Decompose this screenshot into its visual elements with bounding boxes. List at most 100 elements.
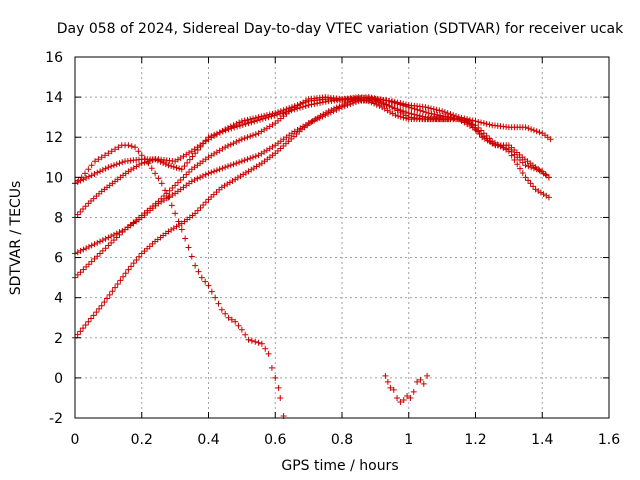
data-point: [436, 107, 443, 114]
x-tick-label: 1: [404, 432, 413, 448]
data-point: [214, 130, 221, 137]
data-point: [248, 337, 255, 344]
data-point: [174, 179, 181, 186]
data-point: [411, 105, 418, 112]
data-point: [88, 162, 95, 169]
data-point: [74, 331, 81, 338]
x-tick-label: 0.8: [331, 432, 353, 448]
data-point: [92, 158, 99, 165]
data-point: [188, 178, 195, 185]
data-point: [408, 104, 415, 111]
data-point: [199, 172, 206, 179]
data-point: [508, 148, 515, 155]
data-point: [245, 336, 252, 343]
data-point: [168, 202, 175, 209]
data-point: [258, 340, 265, 347]
data-point: [88, 242, 95, 249]
data-point: [135, 148, 142, 155]
data-point: [91, 255, 98, 262]
data-point: [200, 140, 207, 147]
data-point: [225, 314, 232, 321]
data-point: [265, 114, 272, 121]
data-point: [236, 122, 243, 129]
data-point: [233, 138, 240, 145]
data-point: [115, 144, 122, 151]
data-point: [222, 164, 229, 171]
data-point: [539, 168, 546, 175]
data-point: [101, 299, 108, 306]
data-point: [108, 148, 115, 155]
data-point: [417, 376, 424, 383]
data-point: [99, 247, 106, 254]
data-point: [113, 234, 120, 241]
data-point: [545, 194, 552, 201]
data-point: [80, 325, 87, 332]
data-point: [434, 111, 441, 118]
data-point: [110, 162, 117, 169]
data-point: [271, 112, 278, 119]
data-point: [128, 263, 135, 270]
data-point: [242, 121, 249, 128]
data-point: [188, 253, 195, 260]
data-point: [219, 165, 226, 172]
data-point: [185, 244, 192, 251]
data-point: [202, 171, 209, 178]
data-point: [387, 384, 394, 391]
data-point: [522, 174, 529, 181]
data-point: [231, 124, 238, 131]
data-point: [181, 163, 188, 170]
data-point: [394, 106, 401, 113]
data-point: [77, 269, 84, 276]
data-point: [98, 302, 105, 309]
data-point: [105, 234, 112, 241]
data-point: [192, 150, 199, 157]
data-point: [202, 278, 209, 285]
data-point: [505, 146, 512, 153]
data-point: [125, 266, 132, 273]
data-point: [158, 180, 165, 187]
data-point: [373, 101, 380, 108]
data-point: [216, 129, 223, 136]
data-point: [478, 119, 485, 126]
data-point: [238, 136, 245, 143]
data-point: [256, 116, 263, 123]
data-point: [248, 119, 255, 126]
x-tick-label: 0.6: [264, 432, 286, 448]
data-point: [197, 143, 204, 150]
data-point: [241, 117, 248, 124]
data-point: [172, 210, 179, 217]
data-point: [82, 321, 89, 328]
data-point: [227, 162, 234, 169]
data-point: [317, 99, 324, 106]
data-point: [114, 281, 121, 288]
data-point: [252, 153, 259, 160]
data-point: [394, 100, 401, 107]
data-point: [90, 312, 97, 319]
y-tick-label: 6: [54, 251, 63, 267]
data-point: [402, 103, 409, 110]
data-point: [112, 146, 119, 153]
data-point: [483, 120, 490, 127]
data-point: [152, 156, 159, 163]
data-point: [176, 165, 183, 172]
data-point: [85, 243, 92, 250]
data-point: [105, 242, 112, 249]
data-point: [274, 111, 281, 118]
data-point: [410, 388, 417, 395]
data-point: [85, 318, 92, 325]
data-point: [80, 176, 87, 183]
data-point: [251, 118, 258, 125]
y-tick-label: 8: [54, 210, 63, 226]
data-point: [536, 129, 543, 136]
data-point: [163, 190, 170, 197]
data-point: [104, 295, 111, 302]
data-point: [230, 140, 237, 147]
data-point: [80, 246, 87, 253]
data-point: [511, 151, 518, 158]
data-point: [302, 102, 309, 109]
data-point: [397, 398, 404, 405]
data-point: [175, 218, 182, 225]
data-point: [430, 106, 437, 113]
